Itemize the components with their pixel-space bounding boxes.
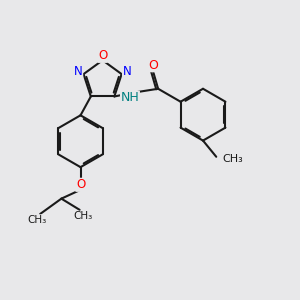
Text: NH: NH — [121, 92, 139, 104]
Text: O: O — [148, 59, 158, 72]
Text: CH₃: CH₃ — [74, 211, 93, 221]
Text: N: N — [74, 64, 82, 78]
Text: N: N — [123, 64, 131, 78]
Text: O: O — [76, 178, 85, 191]
Text: CH₃: CH₃ — [28, 215, 47, 225]
Text: CH₃: CH₃ — [223, 154, 244, 164]
Text: O: O — [98, 49, 107, 62]
